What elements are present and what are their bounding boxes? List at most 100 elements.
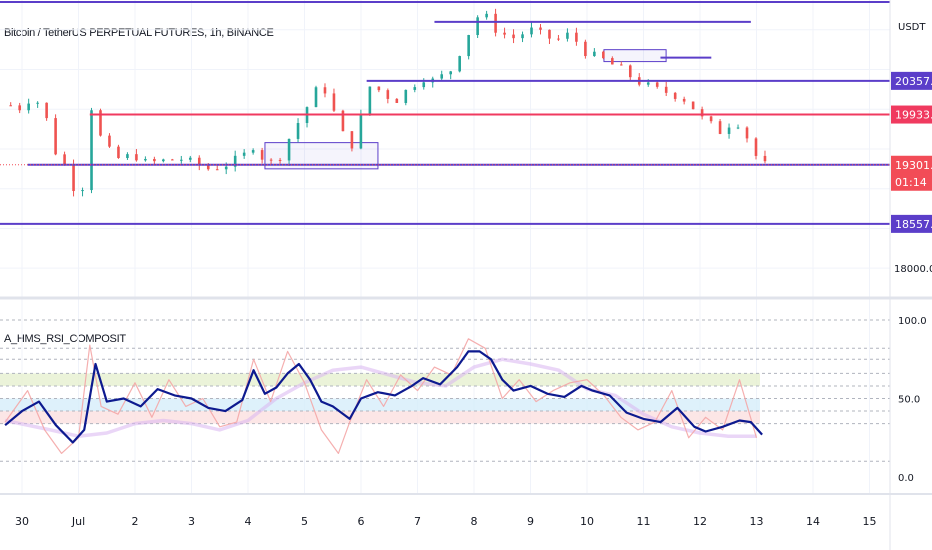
time-label: 12 (693, 515, 707, 528)
candle-body[interactable] (171, 159, 174, 161)
candle-body[interactable] (377, 86, 381, 91)
candle-body[interactable] (449, 71, 452, 75)
candle-body[interactable] (233, 155, 237, 167)
price-pane[interactable] (0, 1, 890, 225)
candle-body[interactable] (655, 82, 659, 87)
candle-body[interactable] (350, 131, 354, 149)
candle-body[interactable] (368, 86, 372, 115)
candle-body[interactable] (422, 82, 426, 88)
candle-body[interactable] (584, 41, 587, 57)
candle-body[interactable] (512, 34, 515, 39)
indicator-title: A_HMS_RSI_COMPOSIT (4, 333, 126, 345)
candle-body[interactable] (206, 165, 210, 170)
candle-body[interactable] (323, 87, 327, 94)
candle-body[interactable] (144, 158, 147, 161)
candle-body[interactable] (27, 103, 30, 111)
candle-body[interactable] (530, 27, 533, 35)
time-label: 30 (15, 515, 29, 528)
candle-body[interactable] (197, 157, 201, 166)
candle-body[interactable] (476, 17, 479, 36)
candle-body[interactable] (81, 190, 84, 192)
candle-body[interactable] (287, 138, 291, 161)
candle-body[interactable] (718, 121, 722, 134)
candle-body[interactable] (754, 138, 758, 156)
time-label: 11 (637, 515, 651, 528)
price-badge (891, 172, 932, 191)
candle-body[interactable] (188, 157, 192, 160)
candle-body[interactable] (628, 65, 632, 78)
candle-body[interactable] (260, 150, 264, 160)
candle-body[interactable] (135, 154, 138, 161)
candle-body[interactable] (566, 32, 569, 39)
candle-body[interactable] (404, 89, 408, 103)
candle-body[interactable] (691, 101, 695, 110)
candle-body[interactable] (700, 109, 704, 117)
candle-body[interactable] (646, 82, 650, 85)
candle-body[interactable] (539, 27, 542, 30)
candle-body[interactable] (54, 118, 57, 155)
candle-body[interactable] (278, 159, 282, 161)
candle-body[interactable] (45, 102, 48, 119)
candle-body[interactable] (296, 123, 300, 139)
candle-body[interactable] (664, 86, 668, 93)
candle-body[interactable] (745, 127, 749, 139)
candle-body[interactable] (251, 150, 255, 153)
price-badge-label: 01:14 (895, 176, 927, 189)
candle-body[interactable] (359, 114, 363, 149)
candle-body[interactable] (494, 13, 497, 33)
candle-body[interactable] (18, 105, 21, 111)
candle-body[interactable] (72, 164, 75, 192)
candle-body[interactable] (575, 32, 578, 42)
candle-body[interactable] (503, 32, 506, 35)
candle-body[interactable] (620, 64, 623, 66)
candle-body[interactable] (162, 159, 165, 162)
time-label: 5 (301, 515, 308, 528)
rsi-tick-label: 100.0 (898, 316, 927, 327)
candle-body[interactable] (682, 98, 686, 102)
candle-body[interactable] (458, 56, 461, 72)
candle-body[interactable] (215, 169, 219, 171)
candle-body[interactable] (673, 92, 677, 99)
candle-body[interactable] (593, 51, 596, 57)
price-badge (891, 214, 932, 233)
candle-body[interactable] (727, 127, 731, 134)
candle-body[interactable] (224, 166, 228, 170)
rsi-series-line[interactable] (4, 357, 757, 438)
candle-body[interactable] (557, 38, 560, 40)
candle-body[interactable] (108, 135, 111, 147)
candle-body[interactable] (90, 110, 93, 191)
candle-body[interactable] (736, 127, 740, 129)
candle-body[interactable] (117, 146, 120, 158)
candle-body[interactable] (467, 35, 470, 57)
candle-body[interactable] (521, 34, 524, 39)
candle-body[interactable] (332, 93, 336, 111)
candle-body[interactable] (153, 158, 156, 162)
time-label: 10 (580, 515, 594, 528)
candle-body[interactable] (485, 13, 488, 18)
candle-body[interactable] (413, 87, 417, 90)
candle-body[interactable] (548, 29, 551, 39)
candle-body[interactable] (611, 58, 614, 65)
candle-body[interactable] (63, 154, 66, 165)
candle-body[interactable] (602, 51, 605, 59)
candle-body[interactable] (709, 116, 713, 122)
candle-body[interactable] (763, 155, 767, 162)
candle-body[interactable] (269, 159, 273, 161)
candle-body[interactable] (386, 90, 390, 99)
candle-body[interactable] (99, 110, 102, 136)
candle-body[interactable] (440, 74, 444, 79)
candle-body[interactable] (36, 102, 39, 104)
candle-body[interactable] (242, 152, 246, 156)
axes: 18000.0 20357.4 19933.5 19301.5 01:14 18557.4… (15, 71, 932, 528)
time-label: 14 (806, 515, 820, 528)
time-label: 13 (750, 515, 764, 528)
candle-body[interactable] (9, 105, 12, 107)
rsi-pane[interactable] (0, 319, 890, 462)
candle-body[interactable] (341, 110, 345, 132)
candle-body[interactable] (395, 98, 399, 103)
rsi-series-line[interactable] (4, 350, 763, 444)
candle-body[interactable] (126, 154, 129, 158)
candle-body[interactable] (314, 87, 318, 108)
candle-body[interactable] (180, 159, 183, 161)
